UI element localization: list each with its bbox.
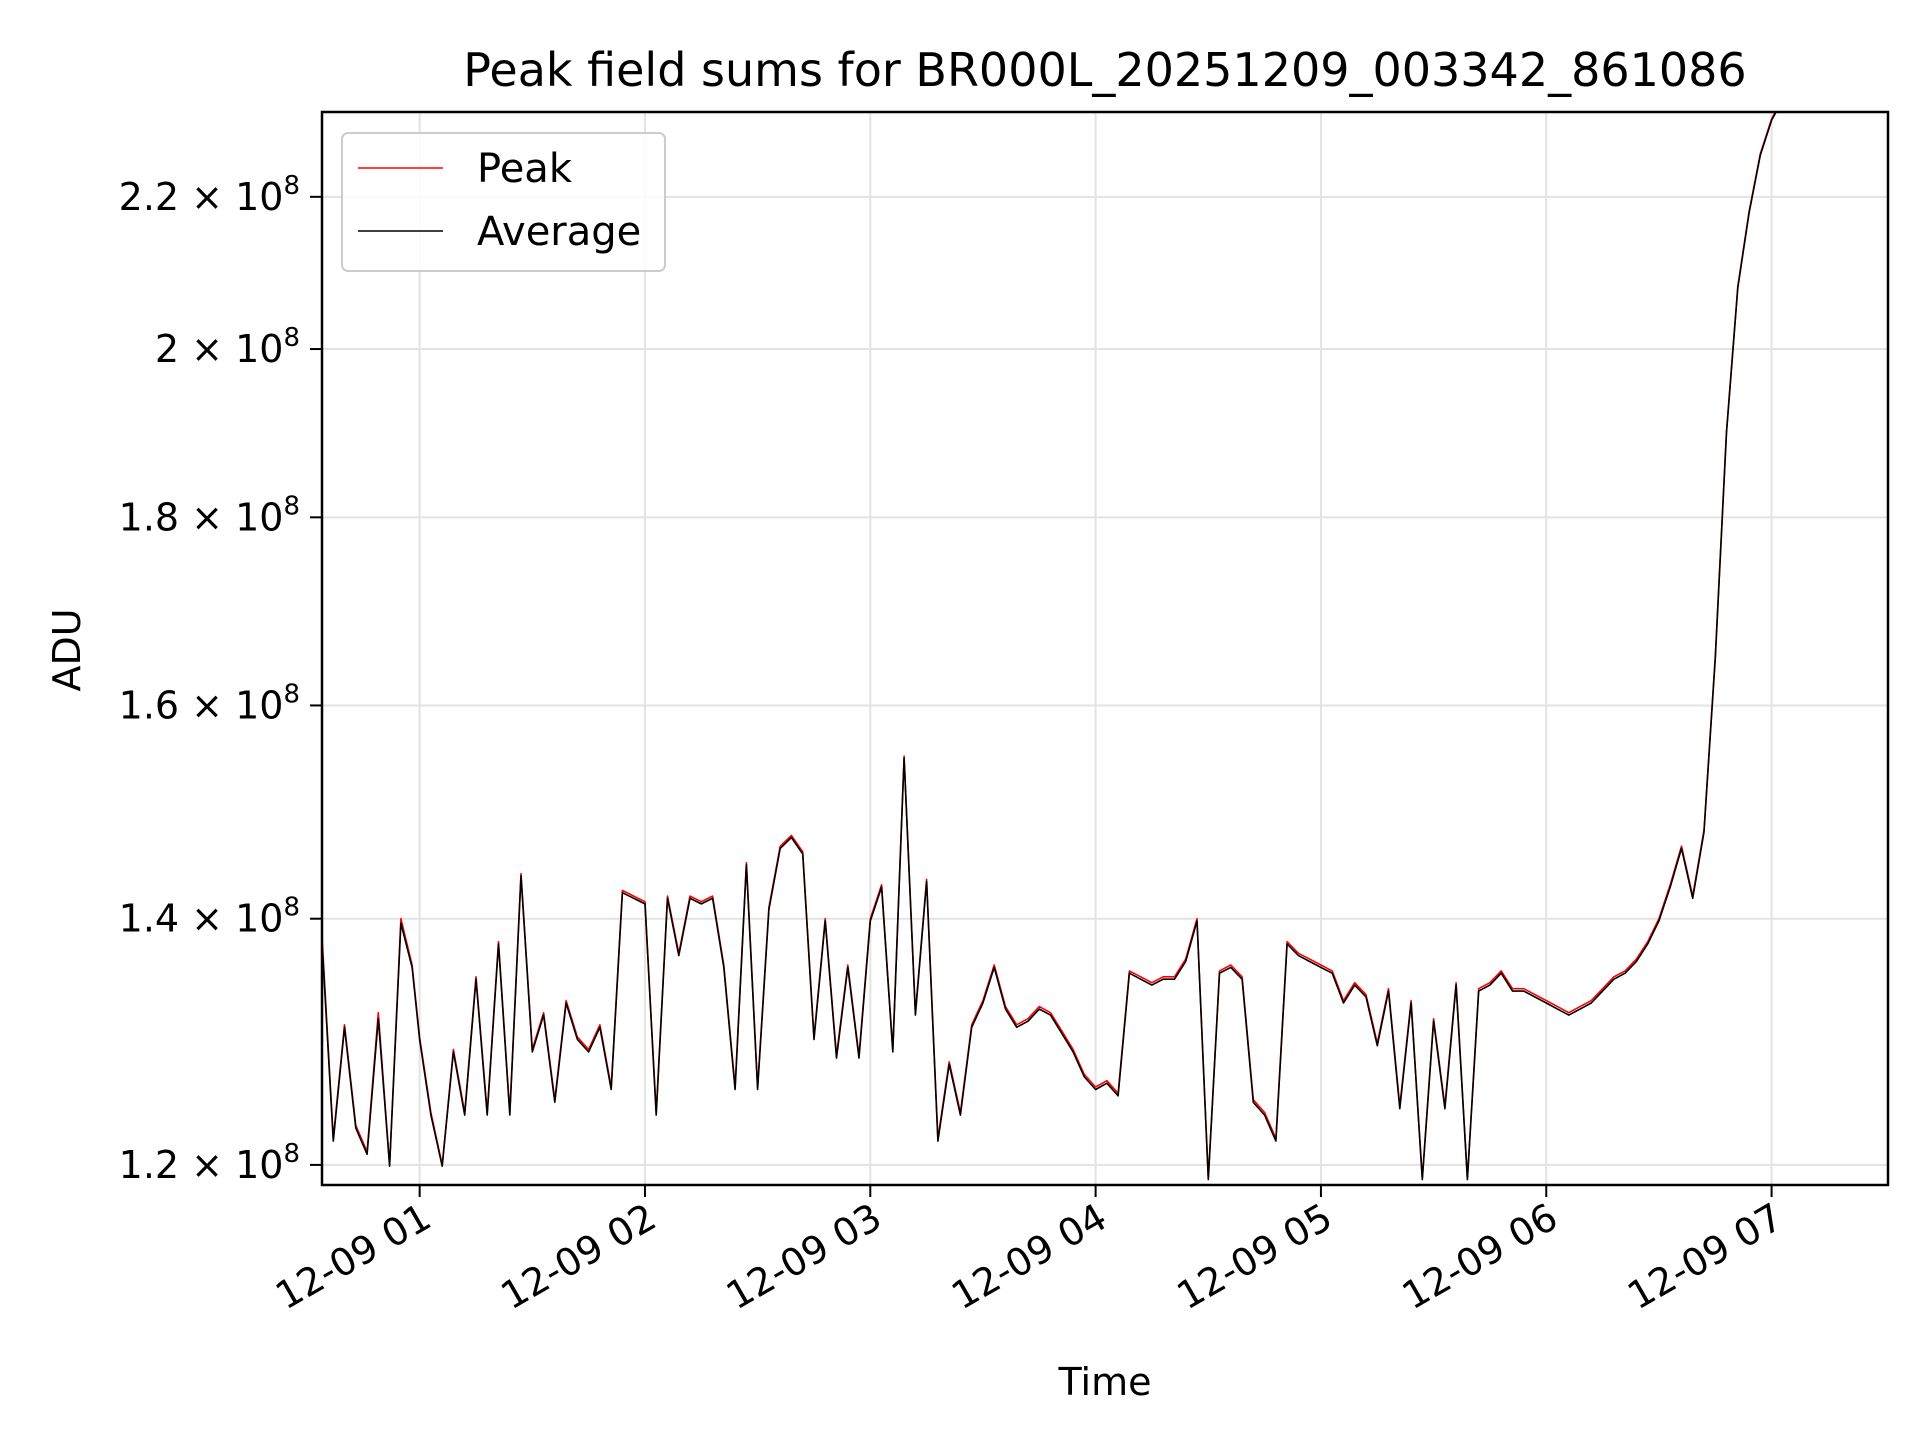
y-tick-label: 1.8 × 108: [119, 491, 300, 539]
legend-label-average: Average: [477, 209, 641, 255]
y-axis: 1.2 × 108 1.4 × 108 1.6 × 108 1.8 × 108 2 × …: [119, 171, 322, 1187]
plot-area: [320, 110, 1890, 1187]
y-tick-label: 2.2 × 108: [119, 171, 300, 219]
plot-frame: [320, 110, 1890, 1187]
y-tick-label: 2 × 108: [155, 323, 300, 371]
y-tick-label: 1.6 × 108: [119, 679, 300, 727]
legend-label-peak: Peak: [477, 146, 573, 192]
series-layer: [322, 112, 1778, 1181]
series-line-average: [322, 112, 1778, 1181]
legend: Peak Average: [341, 132, 666, 272]
x-axis-label: Time: [1058, 1360, 1152, 1404]
y-tick-label: 1.2 × 108: [119, 1139, 300, 1187]
y-axis-label: ADU: [45, 608, 89, 691]
plot-background: [322, 112, 1888, 1185]
y-tick-label: 1.4 × 108: [119, 893, 300, 941]
chart-title: Peak field sums for BR000L_20251209_0033…: [463, 43, 1746, 97]
